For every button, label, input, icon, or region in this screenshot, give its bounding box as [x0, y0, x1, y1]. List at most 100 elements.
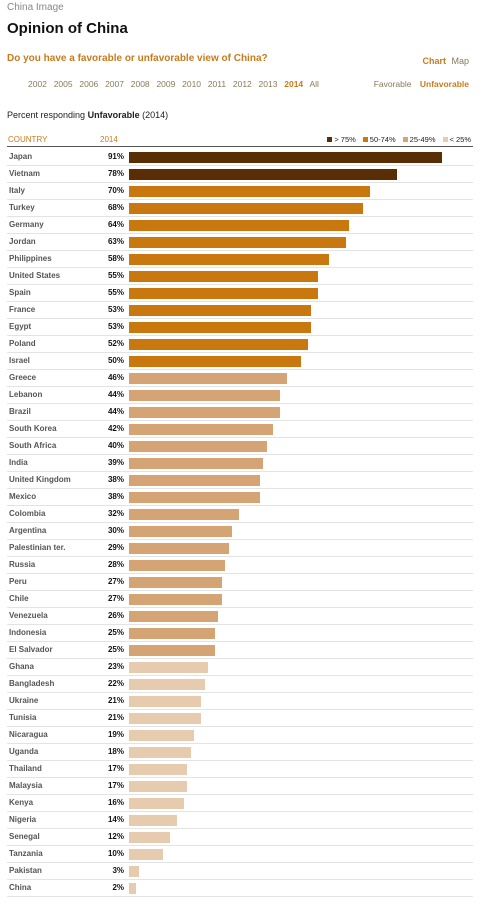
- table-row: China 2%: [7, 879, 473, 897]
- table-row: Germany 64%: [7, 216, 473, 234]
- table-row: Ghana 23%: [7, 658, 473, 676]
- value-label: 25%: [107, 628, 124, 637]
- value-label: 46%: [107, 373, 124, 382]
- value-label: 27%: [107, 594, 124, 603]
- bar: [129, 169, 398, 180]
- value-label: 63%: [107, 237, 124, 246]
- bar: [129, 339, 308, 350]
- country-label: Uganda: [9, 747, 39, 756]
- bar: [129, 390, 281, 401]
- value-label: 16%: [107, 798, 124, 807]
- value-label: 29%: [107, 543, 124, 552]
- country-label: Kenya: [9, 798, 34, 807]
- value-label: 55%: [107, 288, 124, 297]
- country-label: Chile: [9, 594, 29, 603]
- year-2007[interactable]: 2007: [105, 79, 124, 89]
- country-label: Palestinian ter.: [9, 543, 66, 552]
- bar: [129, 866, 140, 877]
- country-label: South Korea: [9, 424, 57, 433]
- table-row: El Salvador 25%: [7, 641, 473, 659]
- tab-chart[interactable]: Chart: [422, 56, 446, 66]
- bar: [129, 407, 281, 418]
- bar: [129, 356, 301, 367]
- column-header-year[interactable]: 2014: [100, 135, 118, 144]
- table-row: Pakistan 3%: [7, 862, 473, 880]
- year-all[interactable]: All: [309, 79, 319, 89]
- country-label: France: [9, 305, 36, 314]
- country-label: Tunisia: [9, 713, 37, 722]
- table-row: Tanzania 10%: [7, 845, 473, 863]
- survey-question: Do you have a favorable or unfavorable v…: [7, 53, 268, 64]
- bar: [129, 152, 443, 163]
- year-selector: 2002 2005 2006 2007 2008 2009 2010 2011 …: [28, 79, 323, 89]
- bar: [129, 764, 188, 775]
- year-2011[interactable]: 2011: [207, 79, 227, 89]
- value-label: 23%: [107, 662, 124, 671]
- value-label: 78%: [107, 169, 124, 178]
- bar: [129, 832, 171, 843]
- table-row: Japan 91%: [7, 148, 473, 166]
- year-2006[interactable]: 2006: [79, 79, 99, 89]
- country-label: United Kingdom: [9, 475, 71, 484]
- year-2005[interactable]: 2005: [53, 79, 73, 89]
- year-2014[interactable]: 2014: [284, 79, 304, 89]
- subtitle-measure: Unfavorable: [87, 110, 140, 120]
- tab-favorable[interactable]: Favorable: [373, 79, 412, 89]
- table-row: Philippines 58%: [7, 250, 473, 268]
- country-label: Italy: [9, 186, 26, 195]
- tab-unfavorable[interactable]: Unfavorable: [419, 79, 469, 89]
- value-label: 53%: [107, 305, 124, 314]
- country-label: Malaysia: [9, 781, 43, 790]
- bar: [129, 543, 229, 554]
- table-row: France 53%: [7, 301, 473, 319]
- chart-legend: > 75% 50-74% 25-49% < 25%: [320, 135, 471, 144]
- table-row: Greece 46%: [7, 369, 473, 387]
- year-2012[interactable]: 2012: [232, 79, 252, 89]
- country-label: Vietnam: [9, 169, 40, 178]
- value-label: 28%: [107, 560, 124, 569]
- year-2010[interactable]: 2010: [182, 79, 202, 89]
- table-row: Kenya 16%: [7, 794, 473, 812]
- country-label: India: [9, 458, 28, 467]
- value-label: 18%: [107, 747, 124, 756]
- value-label: 21%: [107, 713, 124, 722]
- bar: [129, 288, 319, 299]
- table-row: Nicaragua 19%: [7, 726, 473, 744]
- bar: [129, 679, 205, 690]
- country-label: Pakistan: [9, 866, 42, 875]
- bar: [129, 203, 363, 214]
- table-row: Colombia 32%: [7, 505, 473, 523]
- bar: [129, 458, 264, 469]
- header-divider: [7, 146, 473, 147]
- country-label: Indonesia: [9, 628, 47, 637]
- view-toggle: Chart Map: [419, 56, 469, 66]
- year-2008[interactable]: 2008: [130, 79, 150, 89]
- year-2009[interactable]: 2009: [156, 79, 176, 89]
- table-row: Spain 55%: [7, 284, 473, 302]
- legend-swatch: [362, 137, 368, 142]
- value-label: 40%: [107, 441, 124, 450]
- tab-map[interactable]: Map: [451, 56, 469, 66]
- table-row: Thailand 17%: [7, 760, 473, 778]
- bar: [129, 526, 233, 537]
- country-label: Ghana: [9, 662, 34, 671]
- legend-swatch: [402, 137, 408, 142]
- value-label: 52%: [107, 339, 124, 348]
- column-header-country[interactable]: COUNTRY: [8, 135, 48, 144]
- value-label: 70%: [107, 186, 124, 195]
- year-2002[interactable]: 2002: [28, 79, 47, 89]
- country-label: Lebanon: [9, 390, 43, 399]
- chart-subtitle: Percent responding Unfavorable (2014): [7, 110, 168, 120]
- table-row: Venezuela 26%: [7, 607, 473, 625]
- table-row: Uganda 18%: [7, 743, 473, 761]
- table-row: Tunisia 21%: [7, 709, 473, 727]
- bar: [129, 662, 209, 673]
- bar: [129, 577, 222, 588]
- year-2013[interactable]: 2013: [258, 79, 278, 89]
- legend-item: 25-49%: [402, 135, 436, 144]
- bar: [129, 424, 274, 435]
- value-label: 32%: [107, 509, 124, 518]
- value-label: 17%: [107, 764, 124, 773]
- bar: [129, 560, 226, 571]
- legend-swatch: [327, 137, 333, 142]
